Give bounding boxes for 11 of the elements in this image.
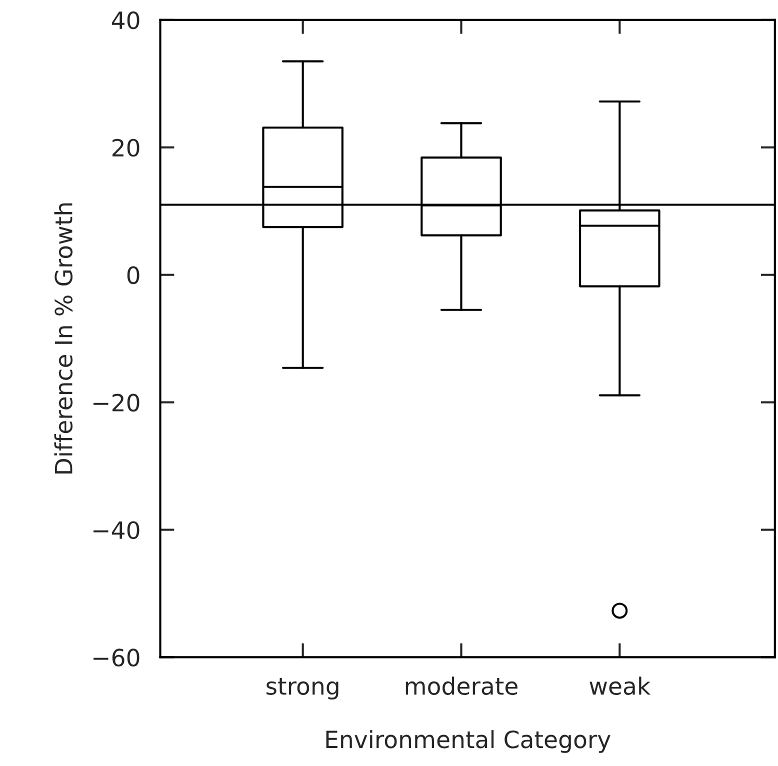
y-tick-label: 40: [112, 11, 140, 30]
y-tick-label: 20: [112, 138, 140, 157]
y-tick-label: −60: [93, 648, 140, 667]
x-axis-title: Environmental Category: [326, 730, 610, 753]
y-tick-label: 0: [127, 266, 140, 284]
y-tick-label: −20: [93, 394, 140, 412]
y-tick-label: −40: [93, 521, 140, 540]
x-tick-label: weak: [590, 676, 651, 695]
x-tick-label: strong: [266, 678, 338, 700]
x-tick-label: moderate: [406, 676, 518, 695]
y-axis-title: Difference In % Growth: [54, 203, 73, 474]
